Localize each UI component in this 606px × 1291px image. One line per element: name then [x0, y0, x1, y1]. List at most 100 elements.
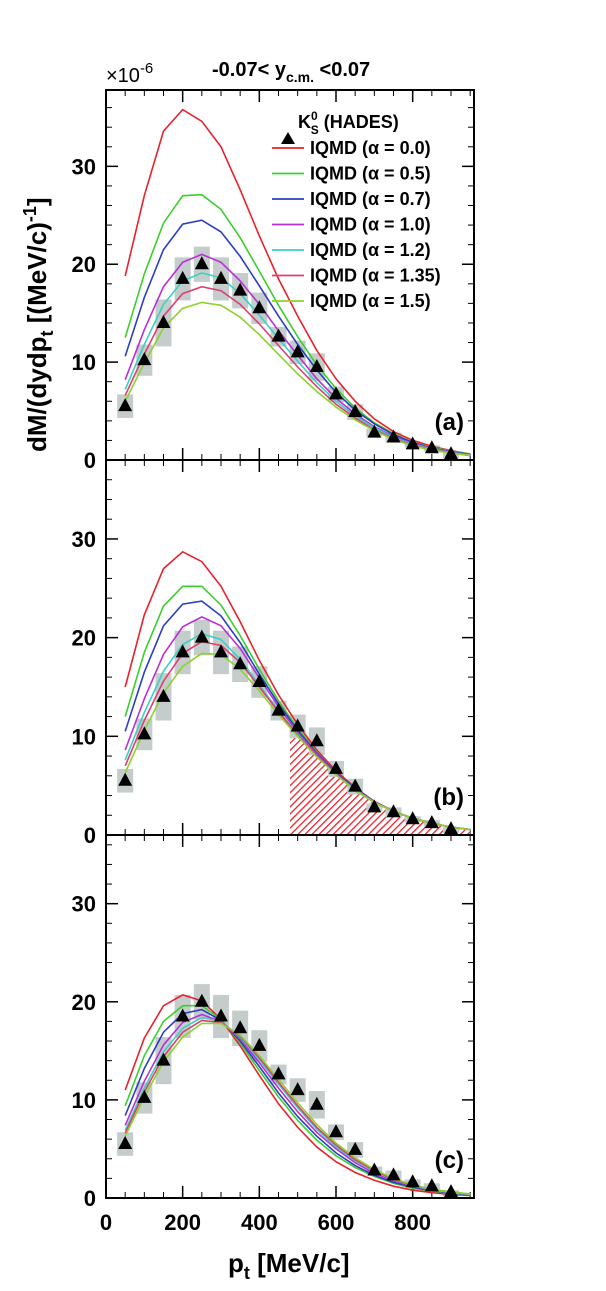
data-point [252, 674, 267, 688]
data-point [194, 993, 209, 1007]
data-point [252, 1037, 267, 1051]
ylabel-post: ] [22, 197, 52, 206]
ylabel-sup: -1 [20, 206, 40, 222]
y-tick-label: 20 [72, 626, 96, 651]
data-point [329, 1124, 343, 1138]
data-point [348, 404, 363, 418]
data-point [175, 1008, 190, 1022]
data-point [252, 300, 267, 314]
data-point [194, 629, 209, 643]
xlabel-sub: t [244, 1263, 250, 1283]
data-point [367, 424, 382, 438]
data-point [329, 386, 343, 400]
title-post: <0.07 [314, 59, 370, 81]
data-point [309, 359, 324, 373]
ylabel-sub: t [37, 330, 57, 336]
data-point [386, 804, 401, 818]
data-point [175, 270, 190, 284]
panel-label: (b) [433, 784, 464, 811]
y-axis-title: dM/(dydpt [(MeV/c)-1] [20, 197, 57, 452]
data-point [309, 1096, 324, 1110]
data-point [271, 702, 286, 716]
title-sub: c.m. [286, 69, 314, 85]
data-point [233, 282, 248, 296]
data-point [271, 1066, 286, 1080]
x-tick-label: 200 [164, 1210, 201, 1235]
data-point [405, 1174, 420, 1188]
hatched-region [290, 712, 471, 835]
y-tick-label: 10 [72, 724, 96, 749]
rapidity-title: -0.07< yc.m. <0.07 [212, 59, 370, 85]
model-curve [124, 994, 471, 1197]
y-tick-label: 20 [72, 990, 96, 1015]
data-point [214, 270, 228, 284]
data-point [348, 1141, 363, 1155]
data-point [233, 656, 248, 670]
legend-k-sub: S [311, 123, 319, 137]
data-point [118, 772, 133, 786]
legend-label: IQMD (α = 0.7) [310, 189, 431, 209]
data-point [367, 1162, 382, 1176]
y-tick-label: 0 [84, 1186, 96, 1211]
data-point [137, 1089, 152, 1103]
data-point [214, 644, 228, 658]
data-point [118, 1136, 133, 1150]
data-point [233, 1020, 248, 1034]
legend-label: IQMD (α = 0.0) [310, 138, 431, 158]
data-point [175, 644, 190, 658]
model-curve [124, 1004, 471, 1196]
data-point [194, 256, 209, 270]
data-point [271, 328, 286, 342]
y-tick-label: 30 [72, 527, 96, 552]
data-point [386, 1167, 401, 1181]
data-point [118, 398, 133, 412]
x-tick-label: 600 [318, 1210, 355, 1235]
data-point [444, 1184, 458, 1198]
data-point [156, 314, 171, 328]
data-point [386, 429, 401, 443]
data-point [367, 799, 382, 813]
x-axis-title: pt [MeV/c] [228, 1248, 350, 1283]
x-tick-label: 0 [100, 1210, 112, 1235]
data-point [329, 760, 343, 774]
panel-b: 0 10 20 30 (b) [72, 459, 475, 848]
exponent-base: ×10 [106, 65, 140, 87]
legend-label: IQMD (α = 1.0) [310, 215, 431, 235]
xlabel-main: p [228, 1248, 244, 1278]
panel-label: (c) [435, 1147, 464, 1174]
legend-label: IQMD (α = 0.5) [310, 164, 431, 184]
ylabel-pre: dM/(dydp [22, 336, 52, 452]
x-tick-label: 800 [394, 1210, 431, 1235]
data-point [405, 436, 420, 450]
legend-data-label: K0 S (HADES) [298, 109, 399, 137]
data-point [137, 726, 152, 740]
y-tick-label: 20 [72, 252, 96, 277]
legend-k-sup: 0 [311, 109, 318, 123]
y-tick-label: 0 [84, 448, 96, 473]
data-point [290, 344, 305, 358]
data-point [424, 815, 439, 829]
legend-label: IQMD (α = 1.35) [310, 266, 441, 286]
legend-k-post: (HADES) [319, 112, 399, 132]
model-curve [124, 301, 471, 457]
y-tick-label: 10 [72, 350, 96, 375]
legend-k: K [298, 112, 311, 132]
data-point [137, 352, 152, 366]
data-point [424, 440, 439, 454]
data-point [405, 811, 420, 825]
data-point [156, 688, 171, 702]
data-point [156, 1052, 171, 1066]
legend-data-entry: K0 S (HADES) [281, 109, 399, 144]
exponent-label: ×10-6 [106, 60, 153, 87]
x-tick-label: 400 [241, 1210, 278, 1235]
title-pre: -0.07< y [212, 59, 287, 81]
y-tick-label: 30 [72, 154, 96, 179]
legend: K0 S (HADES) IQMD (α = 0.0) IQMD (α = 0.5)… [272, 109, 441, 311]
data-point [309, 733, 324, 747]
panel-a: 0 10 20 30 (a) [72, 89, 475, 473]
xlabel-post: [MeV/c] [250, 1248, 350, 1278]
model-curve [124, 285, 471, 457]
y-tick-label: 30 [72, 892, 96, 917]
exponent-power: -6 [140, 60, 153, 77]
